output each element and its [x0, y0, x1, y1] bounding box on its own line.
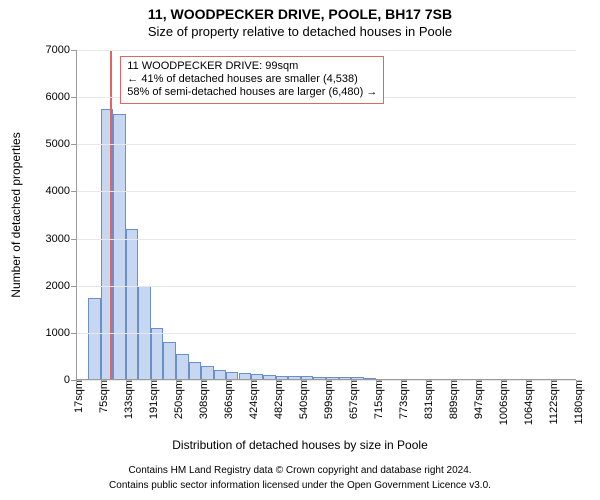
x-tick-label: 599sqm — [317, 380, 335, 419]
info-box-line2: ← 41% of detached houses are smaller (4,… — [127, 73, 377, 86]
x-tick-label: 1122sqm — [542, 380, 560, 424]
x-tick-label: 889sqm — [442, 380, 460, 419]
histogram-bar — [163, 342, 175, 380]
x-tick-label: 657sqm — [342, 380, 360, 419]
page-subtitle: Size of property relative to detached ho… — [0, 24, 600, 39]
histogram-bar — [88, 298, 100, 381]
footer-line-1: Contains HM Land Registry data © Crown c… — [0, 465, 600, 476]
x-tick-label: 191sqm — [142, 380, 160, 419]
x-tick-mark — [176, 380, 177, 385]
grid-line — [76, 286, 576, 287]
x-tick-label: 308sqm — [192, 380, 210, 419]
grid-line — [76, 50, 576, 51]
y-tick-mark — [71, 191, 76, 192]
x-tick-mark — [251, 380, 252, 385]
x-tick-mark — [276, 380, 277, 385]
grid-line — [76, 144, 576, 145]
histogram-bar — [201, 366, 213, 380]
page-title: 11, WOODPECKER DRIVE, POOLE, BH17 7SB — [0, 6, 600, 22]
y-axis — [76, 50, 77, 380]
histogram-bar — [113, 114, 125, 380]
x-tick-mark — [326, 380, 327, 385]
x-tick-mark — [226, 380, 227, 385]
x-tick-mark — [551, 380, 552, 385]
x-tick-mark — [201, 380, 202, 385]
x-tick-label: 133sqm — [117, 380, 135, 419]
histogram-bar — [126, 229, 138, 380]
info-box-line3: 58% of semi-detached houses are larger (… — [127, 86, 377, 99]
info-box: 11 WOODPECKER DRIVE: 99sqm ← 41% of deta… — [120, 56, 384, 104]
x-tick-label: 947sqm — [467, 380, 485, 419]
x-tick-label: 482sqm — [267, 380, 285, 419]
y-tick-mark — [71, 239, 76, 240]
x-tick-mark — [451, 380, 452, 385]
y-tick-mark — [71, 97, 76, 98]
x-axis-label: Distribution of detached houses by size … — [0, 438, 600, 452]
x-tick-mark — [76, 380, 77, 385]
x-tick-label: 424sqm — [242, 380, 260, 419]
grid-line — [76, 333, 576, 334]
footer-line-2: Contains public sector information licen… — [0, 480, 600, 491]
x-tick-label: 250sqm — [167, 380, 185, 419]
subject-marker-line — [110, 50, 112, 380]
x-tick-mark — [576, 380, 577, 385]
info-box-line1: 11 WOODPECKER DRIVE: 99sqm — [127, 60, 377, 73]
x-tick-mark — [376, 380, 377, 385]
x-tick-mark — [401, 380, 402, 385]
histogram-bar — [189, 362, 201, 380]
x-tick-mark — [501, 380, 502, 385]
y-tick-mark — [71, 50, 76, 51]
grid-line — [76, 191, 576, 192]
x-tick-mark — [426, 380, 427, 385]
histogram-bar — [176, 354, 188, 380]
x-tick-mark — [101, 380, 102, 385]
y-tick-mark — [71, 286, 76, 287]
x-tick-label: 1180sqm — [567, 380, 585, 424]
chart-container: 11, WOODPECKER DRIVE, POOLE, BH17 7SB Si… — [0, 0, 600, 500]
histogram-bar — [151, 328, 163, 380]
x-tick-label: 1006sqm — [492, 380, 510, 425]
x-tick-mark — [351, 380, 352, 385]
x-tick-label: 366sqm — [217, 380, 235, 419]
x-tick-mark — [151, 380, 152, 385]
x-tick-mark — [526, 380, 527, 385]
x-tick-label: 773sqm — [392, 380, 410, 419]
y-axis-label: Number of detached properties — [9, 132, 23, 297]
x-tick-mark — [126, 380, 127, 385]
x-tick-mark — [301, 380, 302, 385]
grid-line — [76, 239, 576, 240]
y-tick-mark — [71, 333, 76, 334]
x-tick-label: 1064sqm — [517, 380, 535, 425]
x-tick-label: 715sqm — [367, 380, 385, 419]
x-tick-mark — [476, 380, 477, 385]
y-tick-mark — [71, 144, 76, 145]
x-tick-label: 831sqm — [417, 380, 435, 419]
x-tick-label: 540sqm — [292, 380, 310, 419]
histogram-plot: 01000200030004000500060007000 17sqm75sqm… — [76, 50, 576, 380]
